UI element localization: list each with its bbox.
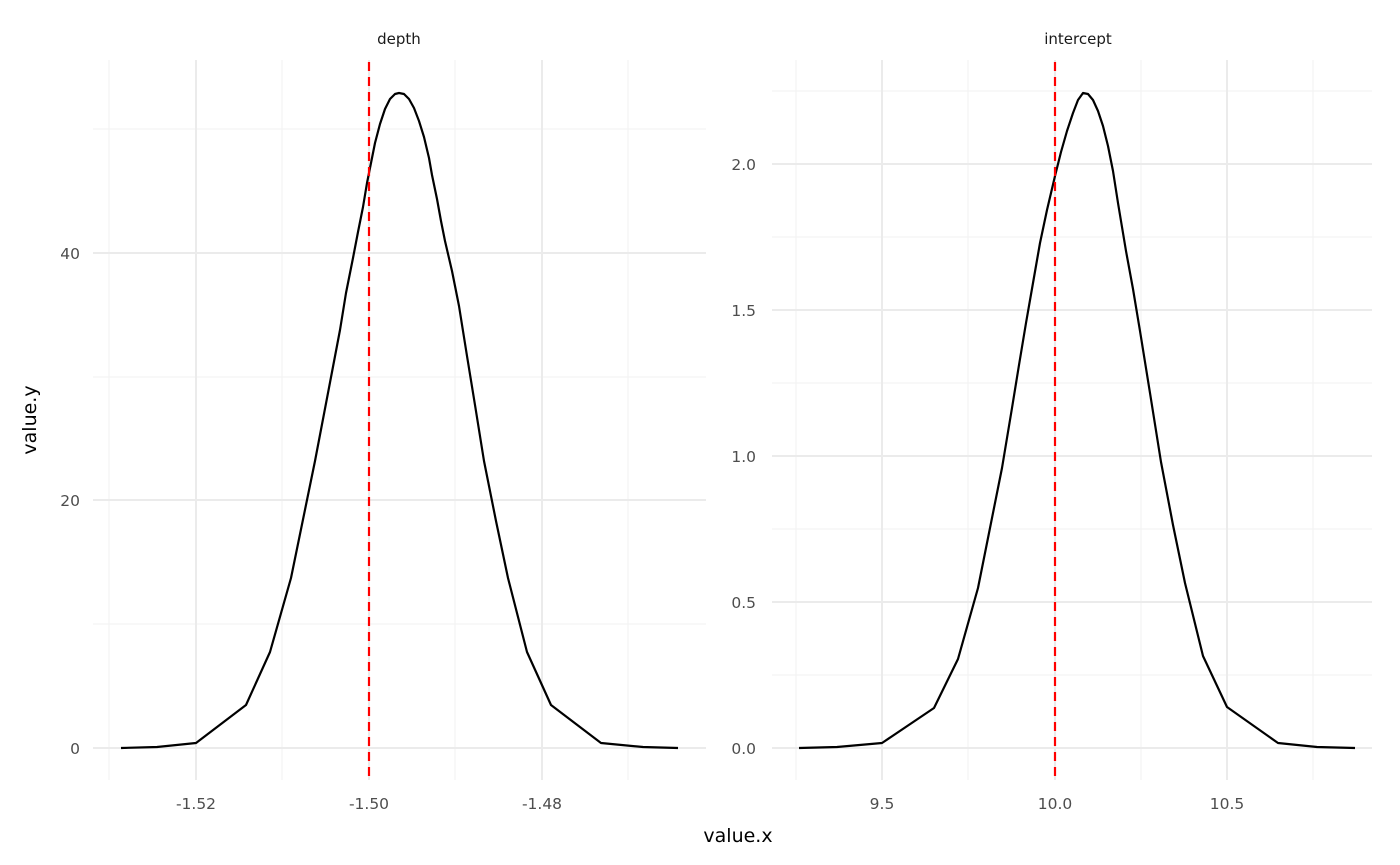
y-tick-label: 40 — [60, 245, 80, 263]
x-axis-title: value.x — [703, 825, 772, 847]
y-tick-label: 1.5 — [731, 302, 756, 320]
strip-label-intercept: intercept — [1044, 30, 1112, 48]
y-tick-label: 1.0 — [731, 448, 756, 466]
x-tick-label: -1.48 — [522, 795, 562, 813]
y-tick-label: 0 — [70, 740, 80, 758]
x-tick-label: 10.0 — [1038, 795, 1073, 813]
panel-intercept: intercept 0.0 0.5 1.0 1.5 2.0 9.5 10.0 1… — [731, 30, 1372, 813]
y-tick-label: 0.5 — [731, 594, 756, 612]
panel-depth: depth 0 20 40 -1.52 -1.50 -1.48 — [60, 30, 706, 813]
y-tick-label: 20 — [60, 492, 80, 510]
x-tick-label: -1.50 — [349, 795, 389, 813]
strip-label-depth: depth — [377, 30, 421, 48]
x-tick-label: -1.52 — [176, 795, 216, 813]
x-tick-label: 10.5 — [1210, 795, 1245, 813]
y-tick-label: 0.0 — [731, 740, 756, 758]
y-tick-label: 2.0 — [731, 156, 756, 174]
y-axis-title: value.y — [19, 385, 41, 454]
density-curve-depth — [120, 91, 679, 750]
x-tick-label: 9.5 — [870, 795, 895, 813]
density-curve-intercept — [798, 91, 1356, 750]
